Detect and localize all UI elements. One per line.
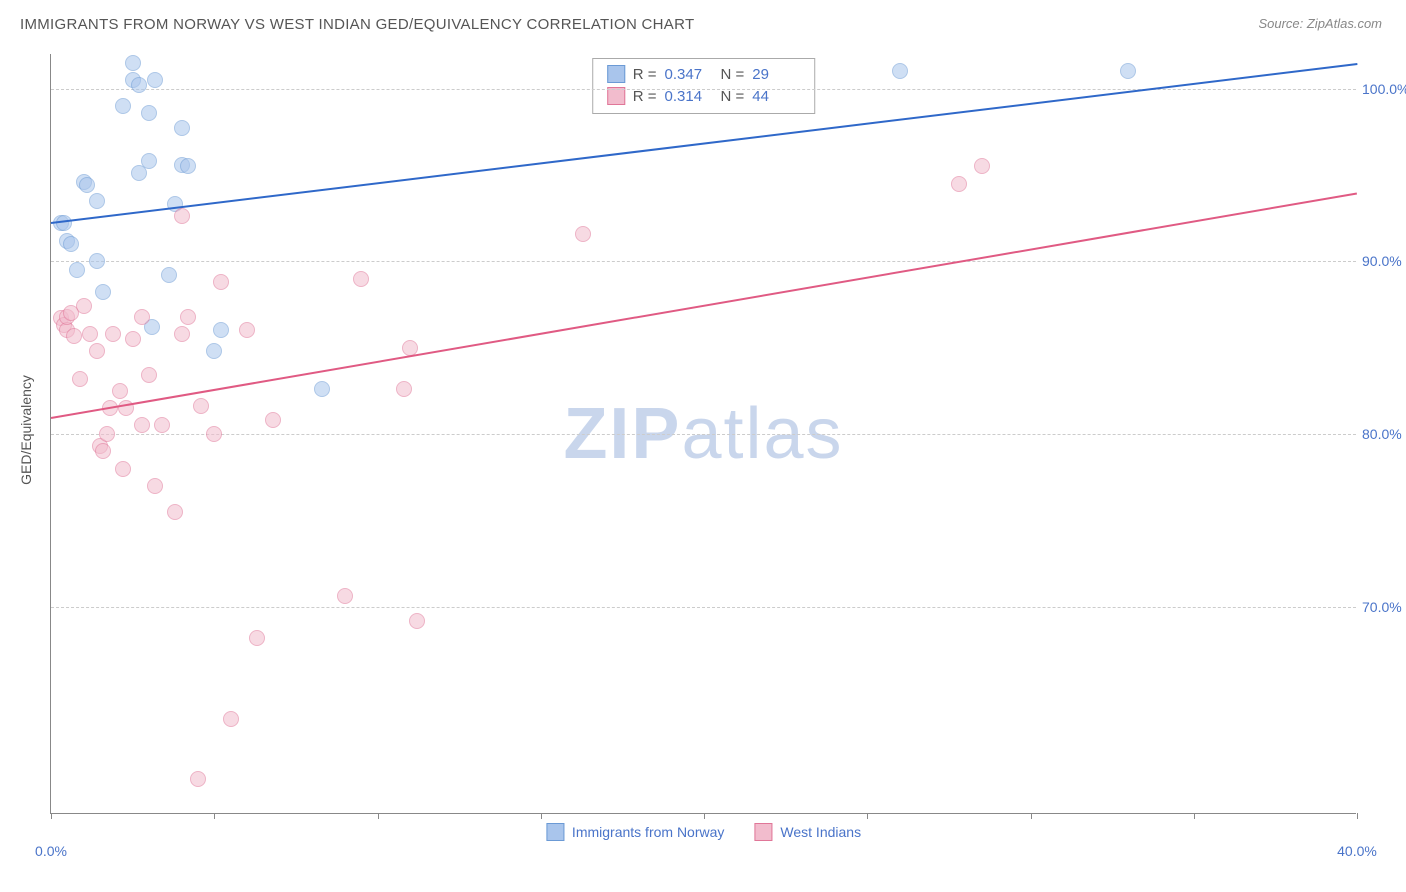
data-point-series2 [174,326,190,342]
data-point-series1 [63,236,79,252]
data-point-series2 [190,771,206,787]
data-point-series2 [174,208,190,224]
data-point-series2 [99,426,115,442]
swatch-series2 [754,823,772,841]
xtick [1031,813,1032,819]
data-point-series2 [125,331,141,347]
data-point-series2 [337,588,353,604]
data-point-series2 [115,461,131,477]
ytick-label: 80.0% [1362,426,1406,442]
swatch-series2 [607,87,625,105]
stats-r-value-2: 0.314 [665,88,713,105]
swatch-series1 [546,823,564,841]
data-point-series1 [125,55,141,71]
data-point-series2 [134,309,150,325]
data-point-series2 [193,398,209,414]
stats-r-value-1: 0.347 [665,66,713,83]
xtick-label: 0.0% [35,843,67,859]
data-point-series1 [141,105,157,121]
data-point-series2 [141,367,157,383]
data-point-series1 [56,215,72,231]
data-point-series1 [141,153,157,169]
data-point-series1 [115,98,131,114]
data-point-series2 [66,328,82,344]
data-point-series1 [147,72,163,88]
gridline-h [51,434,1356,435]
data-point-series1 [314,381,330,397]
data-point-series2 [353,271,369,287]
data-point-series2 [89,343,105,359]
xtick [1194,813,1195,819]
data-point-series2 [112,383,128,399]
data-point-series1 [174,120,190,136]
stats-r-label: R = [633,88,657,105]
data-point-series2 [249,630,265,646]
data-point-series2 [72,371,88,387]
y-axis-label: GED/Equivalency [18,375,34,485]
data-point-series2 [82,326,98,342]
data-point-series1 [206,343,222,359]
xtick [214,813,215,819]
stats-n-label: N = [721,66,745,83]
swatch-series1 [607,65,625,83]
data-point-series2 [95,443,111,459]
legend-item-series1: Immigrants from Norway [546,823,724,841]
xtick [378,813,379,819]
xtick [1357,813,1358,819]
data-point-series2 [154,417,170,433]
gridline-h [51,607,1356,608]
data-point-series2 [239,322,255,338]
xtick [704,813,705,819]
xtick [51,813,52,819]
scatter-plot-area: ZIPatlas R = 0.347 N = 29 R = 0.314 N = … [50,54,1356,814]
data-point-series2 [575,226,591,242]
data-point-series2 [213,274,229,290]
stats-n-value-2: 44 [752,88,800,105]
xtick [541,813,542,819]
data-point-series2 [105,326,121,342]
data-point-series1 [161,267,177,283]
xtick-label: 40.0% [1337,843,1377,859]
data-point-series2 [167,504,183,520]
stats-n-value-1: 29 [752,66,800,83]
trendline-series2 [51,192,1357,419]
ytick-label: 90.0% [1362,253,1406,269]
stats-row-series1: R = 0.347 N = 29 [607,63,801,85]
data-point-series1 [213,322,229,338]
data-point-series2 [974,158,990,174]
stats-n-label: N = [721,88,745,105]
data-point-series2 [409,613,425,629]
stats-legend-box: R = 0.347 N = 29 R = 0.314 N = 44 [592,58,816,114]
data-point-series2 [206,426,222,442]
data-point-series1 [892,63,908,79]
xtick [867,813,868,819]
data-point-series1 [95,284,111,300]
data-point-series2 [147,478,163,494]
data-point-series1 [89,193,105,209]
data-point-series2 [134,417,150,433]
data-point-series1 [89,253,105,269]
data-point-series1 [1120,63,1136,79]
data-point-series1 [180,158,196,174]
data-point-series2 [180,309,196,325]
data-point-series1 [131,77,147,93]
data-point-series2 [951,176,967,192]
data-point-series1 [79,177,95,193]
ytick-label: 70.0% [1362,599,1406,615]
data-point-series2 [265,412,281,428]
data-point-series2 [223,711,239,727]
gridline-h [51,261,1356,262]
bottom-legend: Immigrants from Norway West Indians [546,823,861,841]
ytick-label: 100.0% [1362,81,1406,97]
data-point-series2 [396,381,412,397]
chart-title: IMMIGRANTS FROM NORWAY VS WEST INDIAN GE… [20,16,694,33]
data-point-series2 [76,298,92,314]
legend-label-series2: West Indians [780,824,861,840]
stats-r-label: R = [633,66,657,83]
source-attribution: Source: ZipAtlas.com [1258,16,1382,31]
legend-label-series1: Immigrants from Norway [572,824,724,840]
legend-item-series2: West Indians [754,823,861,841]
data-point-series1 [69,262,85,278]
